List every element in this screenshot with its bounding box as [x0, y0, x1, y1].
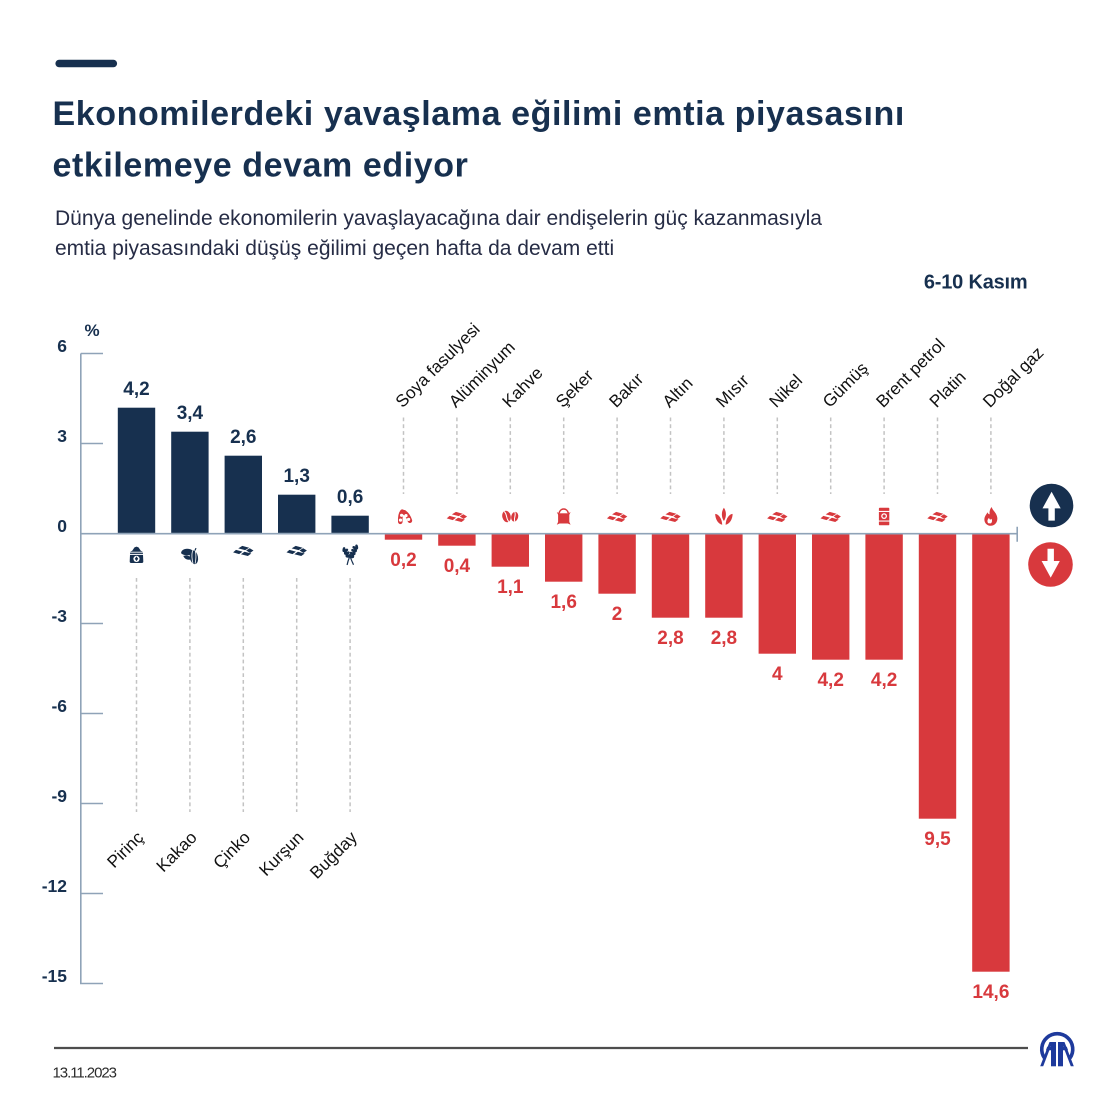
svg-text:14,6: 14,6 — [972, 982, 1009, 1003]
svg-text:-12: -12 — [42, 876, 68, 896]
svg-text:2,8: 2,8 — [657, 628, 683, 649]
svg-text:emtia piyasasındaki düşüş eğil: emtia piyasasındaki düşüş eğilimi geçen … — [55, 237, 614, 260]
svg-text:6: 6 — [57, 336, 67, 356]
svg-text:Dünya genelinde ekonomilerin y: Dünya genelinde ekonomilerin yavaşlayaca… — [55, 207, 822, 230]
svg-text:-3: -3 — [51, 606, 67, 626]
svg-text:1,3: 1,3 — [283, 466, 309, 487]
svg-text:0,6: 0,6 — [337, 487, 363, 508]
svg-text:6-10 Kasım: 6-10 Kasım — [924, 272, 1028, 294]
svg-text:%: % — [85, 321, 100, 340]
svg-text:0,4: 0,4 — [444, 556, 471, 577]
svg-text:3: 3 — [57, 426, 67, 446]
svg-text:2: 2 — [612, 604, 623, 625]
svg-text:-6: -6 — [51, 696, 67, 716]
svg-text:1,6: 1,6 — [550, 592, 576, 613]
svg-text:2,8: 2,8 — [711, 628, 737, 649]
svg-text:etkilemeye devam ediyor: etkilemeye devam ediyor — [53, 147, 469, 185]
svg-text:Ekonomilerdeki yavaşlama eğili: Ekonomilerdeki yavaşlama eğilimi emtia p… — [53, 95, 905, 133]
svg-text:-15: -15 — [42, 966, 68, 986]
svg-text:4,2: 4,2 — [123, 379, 149, 400]
svg-text:13.11.2023: 13.11.2023 — [53, 1065, 117, 1082]
svg-text:1,1: 1,1 — [497, 577, 524, 598]
svg-text:0: 0 — [57, 516, 67, 536]
svg-text:3,4: 3,4 — [177, 403, 204, 424]
svg-text:9,5: 9,5 — [924, 829, 951, 850]
svg-text:4,2: 4,2 — [817, 670, 843, 691]
svg-text:-9: -9 — [51, 786, 67, 806]
svg-text:0,2: 0,2 — [390, 550, 416, 571]
svg-text:2,6: 2,6 — [230, 427, 256, 448]
svg-text:4: 4 — [772, 664, 783, 685]
svg-text:4,2: 4,2 — [871, 670, 897, 691]
